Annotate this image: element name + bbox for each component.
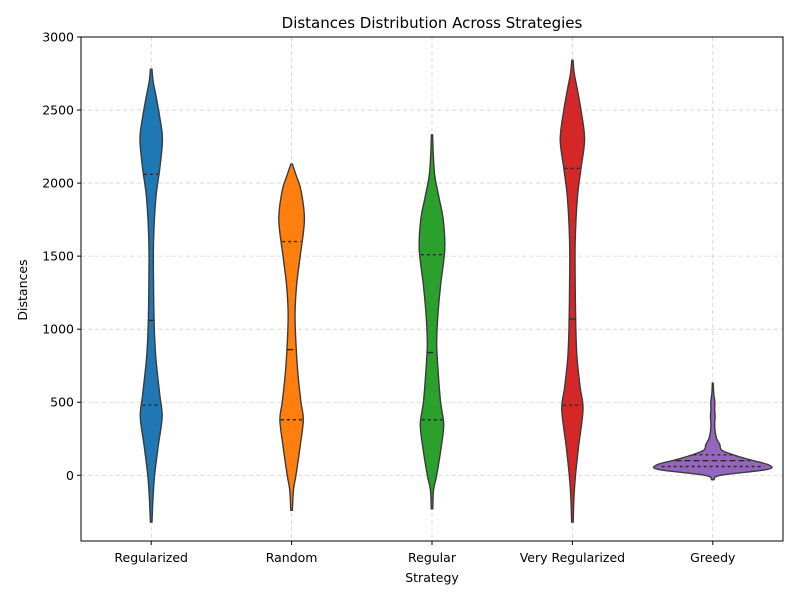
y-tick-label: 0 xyxy=(66,468,74,483)
x-tick-label: Very Regularized xyxy=(520,550,625,565)
y-tick-label: 500 xyxy=(50,395,74,410)
violin-regularized xyxy=(139,68,164,523)
x-tick-label: Random xyxy=(266,550,318,565)
x-axis-label: Strategy xyxy=(405,570,459,585)
y-axis-label: Distances xyxy=(15,259,30,320)
x-tick-label: Regularized xyxy=(114,550,188,565)
violin-random xyxy=(278,163,306,512)
chart-title: Distances Distribution Across Strategies xyxy=(282,14,583,32)
y-tick-label: 3000 xyxy=(42,30,74,45)
violin-very-regularized xyxy=(559,59,586,523)
violins xyxy=(139,59,773,523)
y-tick-label: 1000 xyxy=(42,322,74,337)
x-tick-label: Regular xyxy=(408,550,457,565)
violin-regular xyxy=(418,134,446,510)
y-axis: 0 500 1000 1500 2000 2500 3000 xyxy=(42,30,81,483)
x-tick-label: Greedy xyxy=(690,550,736,565)
y-tick-label: 2000 xyxy=(42,176,74,191)
violin-greedy xyxy=(652,382,773,481)
y-tick-label: 2500 xyxy=(42,103,74,118)
y-tick-label: 1500 xyxy=(42,249,74,264)
x-axis: Regularized Random Regular Very Regularized… xyxy=(114,541,736,565)
